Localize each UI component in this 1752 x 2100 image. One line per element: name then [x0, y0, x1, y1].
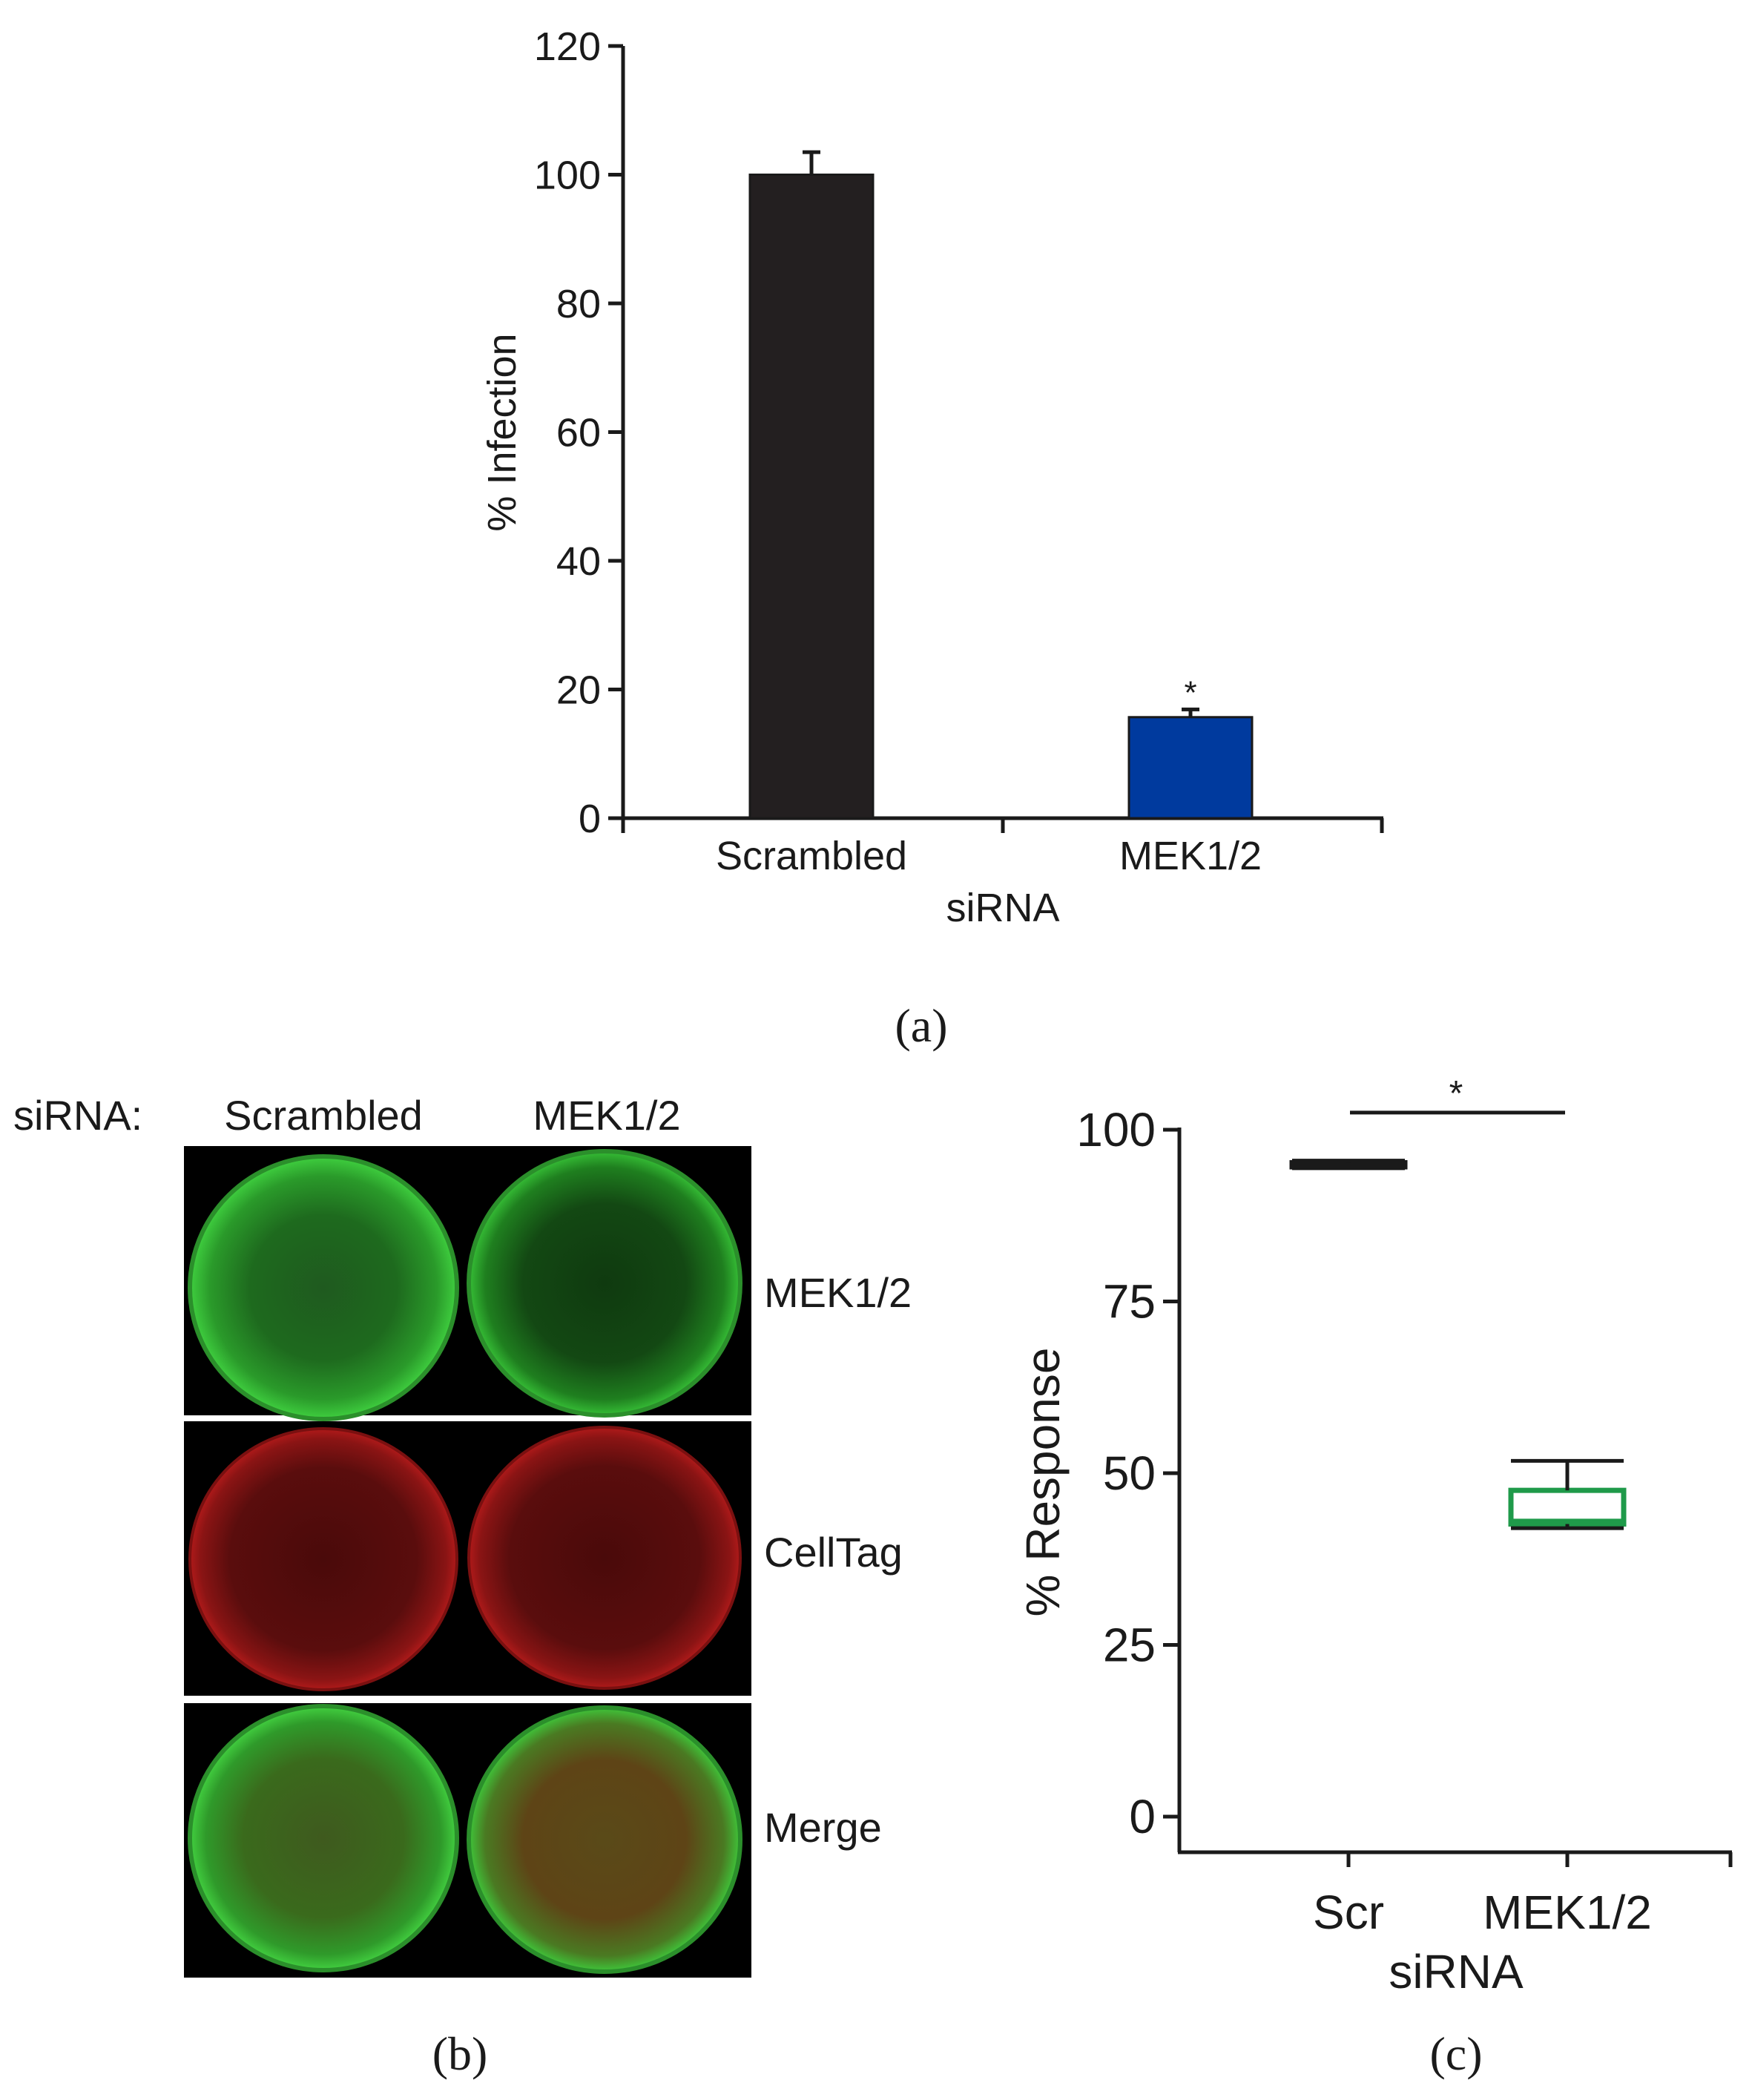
- y-tick-label: 100: [534, 154, 601, 198]
- panel-b-caption: (b): [432, 2027, 488, 2080]
- well-mek-merge: [467, 1705, 742, 1974]
- x-tick-label: Scrambled: [716, 834, 907, 878]
- x-axis-label: siRNA: [946, 886, 1059, 930]
- well-scrambled-mek: [188, 1154, 459, 1421]
- y-tick-label: 0: [1129, 1790, 1156, 1843]
- well-scrambled-celltag: [188, 1427, 458, 1691]
- bar-scrambled: [748, 174, 875, 820]
- well-mek-celltag: [467, 1426, 742, 1690]
- row-label-mek: MEK1/2: [764, 1269, 912, 1316]
- y-tick-label: 0: [579, 797, 601, 841]
- significance-marker: *: [1449, 1074, 1463, 1113]
- y-axis-label: % Response: [1016, 1348, 1070, 1617]
- row-label-merge: Merge: [764, 1804, 882, 1851]
- panel-c-caption: (c): [1429, 2027, 1482, 2080]
- y-tick-label: 120: [534, 24, 601, 69]
- x-tick-label: MEK1/2: [1483, 1886, 1652, 1939]
- column-label-mek: MEK1/2: [533, 1092, 680, 1139]
- column-label-scrambled: Scrambled: [224, 1092, 423, 1139]
- y-tick-label: 50: [1103, 1446, 1156, 1500]
- siRNA-header-label: siRNA:: [13, 1092, 142, 1139]
- y-tick-label: 80: [556, 282, 601, 326]
- well-scrambled-merge: [188, 1704, 459, 1972]
- image-row-mek: [184, 1146, 751, 1421]
- y-tick-label: 20: [556, 668, 601, 713]
- y-tick-label: 25: [1103, 1619, 1156, 1672]
- panel-a-caption: (a): [895, 999, 947, 1052]
- bar-mek1-2: [1127, 716, 1254, 820]
- panel-b-fluorescence-images: siRNA: Scrambled MEK1/2 MEK1/2 CellTag M…: [13, 1092, 912, 1978]
- y-tick-label: 100: [1076, 1103, 1156, 1156]
- x-axis-label: siRNA: [1389, 1945, 1524, 1998]
- y-tick-label: 75: [1103, 1275, 1156, 1329]
- row-label-celltag: CellTag: [764, 1529, 903, 1576]
- panel-c-box-plot: 0 25 50 75 100 * Scr MEK1/2 % Response siRNA: [1016, 1074, 1733, 1998]
- well-mek-mek: [467, 1149, 742, 1418]
- significance-marker: *: [1184, 674, 1196, 711]
- image-row-merge: [184, 1703, 751, 1978]
- y-tick-label: 60: [556, 411, 601, 455]
- x-tick-label: MEK1/2: [1119, 834, 1262, 878]
- image-row-celltag: [184, 1421, 751, 1696]
- panel-a-bar-chart: 0 20 40 60 80 100 120 * Scrambled MEK1/2 % Infe…: [480, 24, 1384, 930]
- x-tick-label: Scr: [1313, 1886, 1384, 1939]
- y-tick-label: 40: [556, 539, 601, 584]
- y-axis-label: % Infection: [480, 333, 524, 531]
